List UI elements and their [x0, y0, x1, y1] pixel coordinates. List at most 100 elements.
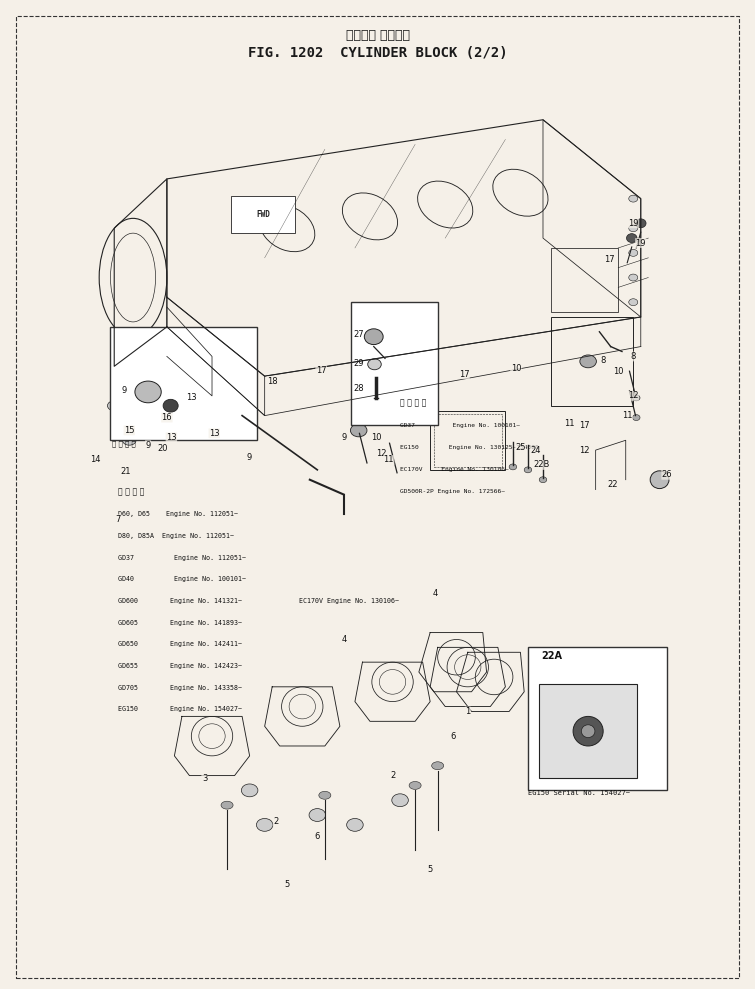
Text: D80, D85A  Engine No. 112051~: D80, D85A Engine No. 112051~ — [118, 533, 234, 539]
Text: FWD: FWD — [256, 210, 270, 219]
Ellipse shape — [368, 359, 381, 370]
Text: 適 用 番 号: 適 用 番 号 — [400, 399, 427, 407]
Ellipse shape — [581, 725, 595, 738]
Ellipse shape — [135, 381, 162, 403]
Text: EG150        Engine No. 130125~154026: EG150 Engine No. 130125~154026 — [400, 445, 539, 450]
Ellipse shape — [221, 801, 233, 809]
Text: 15: 15 — [124, 426, 134, 435]
Ellipse shape — [175, 425, 189, 435]
Text: 19: 19 — [636, 238, 646, 247]
Text: 26: 26 — [662, 471, 673, 480]
Text: 11: 11 — [622, 411, 633, 420]
Text: 22A: 22A — [541, 651, 562, 662]
Text: 8: 8 — [630, 352, 636, 361]
Text: シリンダ ブロック: シリンダ ブロック — [346, 30, 409, 43]
Ellipse shape — [347, 819, 363, 832]
Ellipse shape — [629, 249, 638, 256]
Text: GD37          Engine No. 112051~: GD37 Engine No. 112051~ — [118, 555, 246, 561]
Ellipse shape — [350, 424, 367, 437]
Text: GD500R-2P Engine No. 172566~: GD500R-2P Engine No. 172566~ — [400, 489, 505, 494]
Text: 9: 9 — [122, 387, 127, 396]
Text: 2: 2 — [273, 818, 279, 827]
Text: 適 用 番 号: 適 用 番 号 — [118, 488, 144, 496]
Ellipse shape — [107, 401, 121, 410]
Text: 17: 17 — [604, 255, 615, 264]
Ellipse shape — [629, 195, 638, 202]
Text: 4: 4 — [342, 635, 347, 644]
Text: 11: 11 — [384, 456, 394, 465]
Ellipse shape — [627, 233, 637, 242]
Text: 22: 22 — [607, 480, 618, 490]
Text: 25: 25 — [515, 443, 525, 452]
Text: 13: 13 — [186, 394, 196, 403]
Text: 28: 28 — [353, 385, 364, 394]
Text: EG150 Serial No. 154027~: EG150 Serial No. 154027~ — [528, 790, 630, 796]
Text: 16: 16 — [162, 413, 172, 422]
Text: 21: 21 — [120, 468, 131, 477]
Text: 9: 9 — [247, 453, 252, 462]
Text: 13: 13 — [166, 433, 177, 442]
Text: 2: 2 — [390, 771, 395, 780]
Text: 5: 5 — [285, 879, 290, 888]
Bar — [528, 648, 667, 790]
Text: GD605        Engine No. 141893~: GD605 Engine No. 141893~ — [118, 620, 242, 626]
Ellipse shape — [309, 809, 325, 822]
Ellipse shape — [392, 794, 408, 807]
Text: 5: 5 — [427, 864, 433, 873]
Text: 22B: 22B — [533, 461, 550, 470]
Text: 7: 7 — [116, 514, 121, 523]
Ellipse shape — [573, 716, 603, 746]
Ellipse shape — [633, 414, 640, 420]
Text: 6: 6 — [450, 732, 455, 741]
Text: 10: 10 — [613, 367, 624, 376]
Text: 8: 8 — [600, 356, 606, 365]
Text: GD600        Engine No. 141321~: GD600 Engine No. 141321~ — [118, 598, 242, 604]
Text: EG150        Engine No. 154027~: EG150 Engine No. 154027~ — [118, 706, 242, 712]
Ellipse shape — [650, 471, 669, 489]
Text: 24: 24 — [530, 446, 541, 455]
Ellipse shape — [539, 477, 547, 483]
Text: D60, D65    Engine No. 112051~: D60, D65 Engine No. 112051~ — [118, 511, 238, 517]
Text: GD37          Engine No. 100101~: GD37 Engine No. 100101~ — [400, 423, 520, 428]
Ellipse shape — [122, 435, 136, 445]
Ellipse shape — [629, 299, 638, 306]
Text: 9: 9 — [342, 433, 347, 442]
Text: 3: 3 — [202, 774, 207, 783]
Text: 11: 11 — [564, 419, 575, 428]
FancyBboxPatch shape — [539, 683, 637, 777]
Ellipse shape — [636, 219, 646, 227]
Text: 9: 9 — [146, 441, 151, 450]
Text: 4: 4 — [433, 588, 438, 597]
Text: EC170V     Engine No. 130106~: EC170V Engine No. 130106~ — [400, 467, 509, 472]
Bar — [351, 303, 438, 425]
Text: 6: 6 — [315, 832, 320, 842]
Text: 1: 1 — [465, 707, 470, 716]
Ellipse shape — [629, 274, 638, 281]
Ellipse shape — [257, 819, 273, 832]
Text: 適 用 番 号: 適 用 番 号 — [112, 440, 136, 447]
Text: 29: 29 — [353, 359, 364, 368]
Ellipse shape — [319, 791, 331, 799]
Ellipse shape — [409, 781, 421, 789]
Text: 14: 14 — [90, 456, 100, 465]
Ellipse shape — [633, 395, 640, 401]
Ellipse shape — [629, 225, 638, 231]
Text: EC170V Engine No. 130106~: EC170V Engine No. 130106~ — [298, 598, 399, 604]
FancyBboxPatch shape — [231, 196, 294, 233]
Text: 10: 10 — [510, 364, 521, 373]
Text: 18: 18 — [267, 377, 278, 386]
Text: FIG. 1202  CYLINDER BLOCK (2/2): FIG. 1202 CYLINDER BLOCK (2/2) — [248, 45, 507, 59]
Text: GD705        Engine No. 143358~: GD705 Engine No. 143358~ — [118, 684, 242, 690]
Ellipse shape — [149, 415, 162, 425]
Text: 17: 17 — [316, 366, 326, 375]
Text: 12: 12 — [628, 392, 639, 401]
Text: 12: 12 — [579, 446, 590, 455]
Text: GD655        Engine No. 142423~: GD655 Engine No. 142423~ — [118, 663, 242, 670]
Text: 12: 12 — [376, 449, 387, 458]
Text: GD40          Engine No. 100101~: GD40 Engine No. 100101~ — [118, 577, 246, 583]
Text: GD650        Engine No. 142411~: GD650 Engine No. 142411~ — [118, 642, 242, 648]
Ellipse shape — [242, 784, 258, 797]
Ellipse shape — [163, 400, 178, 412]
Text: 13: 13 — [209, 429, 220, 438]
Text: 19: 19 — [628, 219, 639, 227]
